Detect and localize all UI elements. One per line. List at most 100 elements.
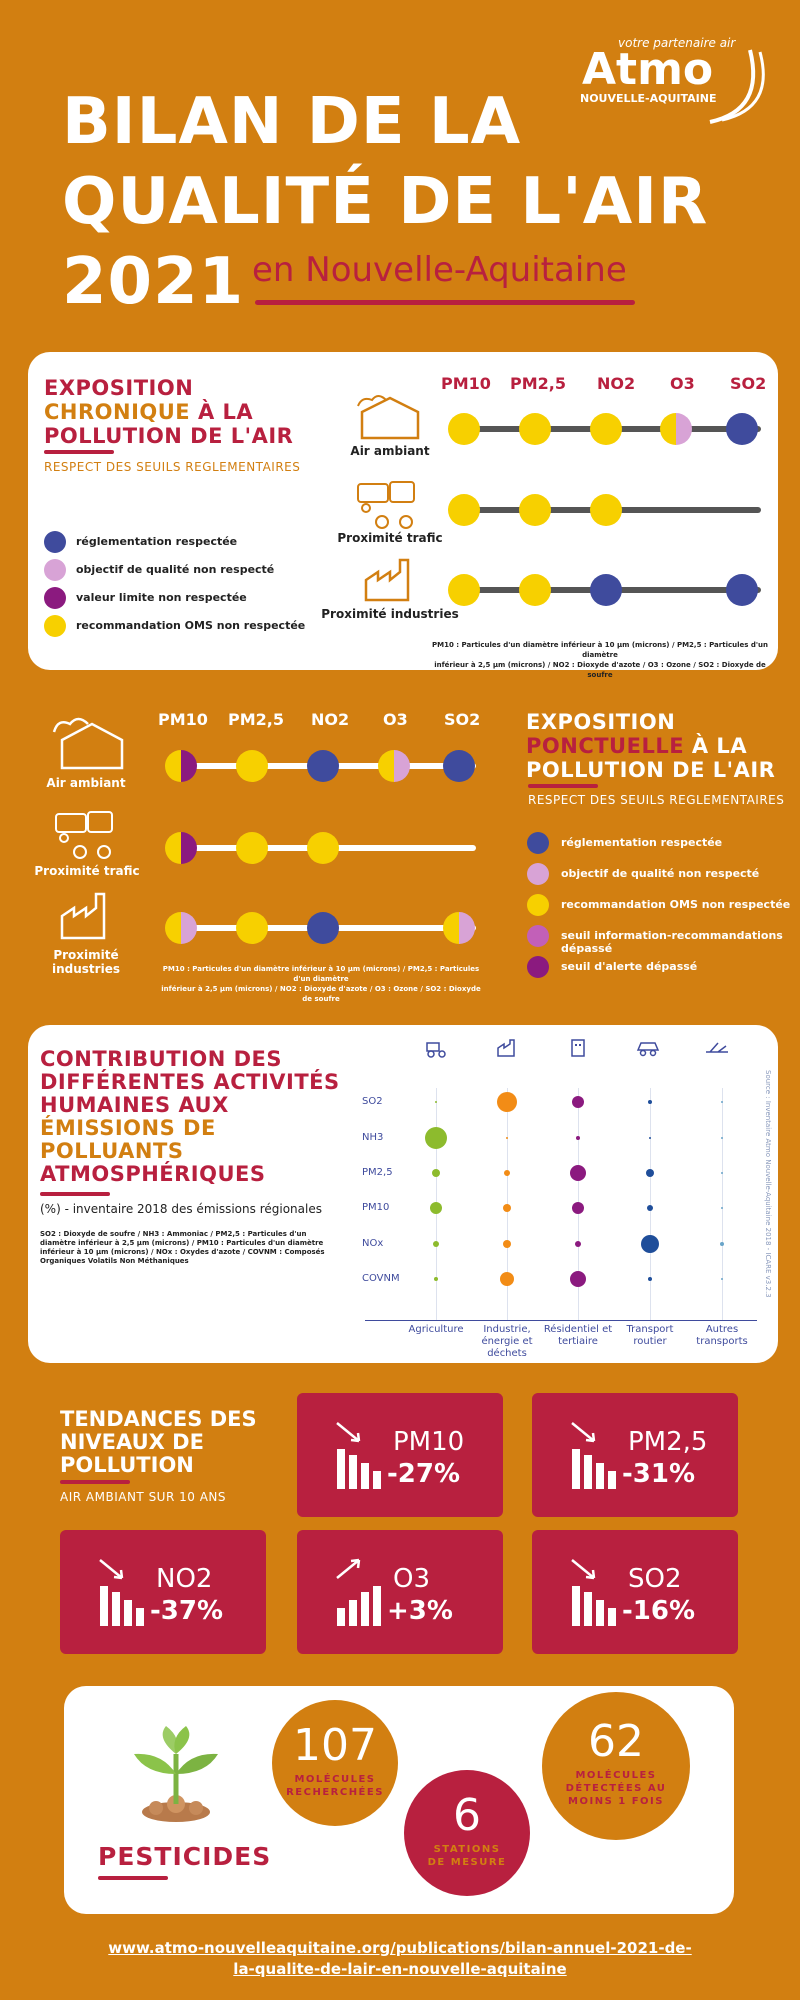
punctual-title: EXPOSITION PONCTUELLE À LA POLLUTION DE … xyxy=(526,710,776,782)
status-dot xyxy=(448,494,480,526)
row-label: NH3 xyxy=(362,1132,384,1143)
plane-icon xyxy=(706,1042,728,1053)
status-dot xyxy=(307,750,339,782)
bubble xyxy=(425,1127,447,1149)
trend-box: O3 +3% xyxy=(297,1530,503,1654)
molecules-searched-circle: 107 MOLÉCULES RECHERCHÉES xyxy=(272,1700,398,1826)
column-label: Transport routier xyxy=(626,1324,674,1347)
status-dot xyxy=(307,912,339,944)
bubble xyxy=(576,1136,580,1140)
trend-value: +3% xyxy=(387,1596,453,1626)
trend-box: NO2 -37% xyxy=(60,1530,266,1654)
row-label: Air ambiant xyxy=(46,776,126,790)
axis-line xyxy=(365,1320,757,1321)
row-label: SO2 xyxy=(362,1096,383,1107)
row-label: Proximité trafic xyxy=(337,531,443,545)
bubble xyxy=(647,1205,653,1211)
bubble xyxy=(497,1092,517,1112)
molecules-detected-circle: 62 MOLÉCULES DÉTECTÉES AU MOINS 1 FOIS xyxy=(542,1692,690,1840)
legend-swatch-oms xyxy=(527,894,549,916)
pollutant-header: SO2 xyxy=(444,710,481,729)
logo: Atmo xyxy=(582,44,714,95)
bubble xyxy=(434,1277,438,1281)
trends-subtitle: AIR AMBIANT SUR 10 ANS xyxy=(60,1490,227,1504)
bubble xyxy=(432,1169,440,1177)
row-label: Proximité trafic xyxy=(34,864,140,878)
row-label: Air ambiant xyxy=(350,444,430,458)
legend-swatch-oms xyxy=(44,615,66,637)
bubble xyxy=(721,1137,723,1139)
trend-pollutant: PM2,5 xyxy=(628,1427,708,1457)
bubble xyxy=(721,1207,723,1209)
status-dot xyxy=(448,574,480,606)
factory-icon xyxy=(60,892,106,940)
plant-icon xyxy=(134,1726,218,1822)
logo-tagline: votre partenaire air xyxy=(618,36,736,50)
pollutant-header: NO2 xyxy=(597,374,636,393)
trend-box: SO2 -16% xyxy=(532,1530,738,1654)
pollutant-header: PM10 xyxy=(158,710,208,729)
pesticides-title: PESTICIDES xyxy=(98,1842,272,1871)
status-dot xyxy=(165,912,197,944)
bubble xyxy=(572,1096,584,1108)
contribution-subtitle: (%) - inventaire 2018 des émissions régi… xyxy=(40,1202,322,1216)
trend-down-icon xyxy=(99,1559,144,1626)
status-dot xyxy=(236,750,268,782)
legend-label: valeur limite non respectée xyxy=(76,591,247,604)
report-link[interactable]: www.atmo-nouvelleaquitaine.org/publicati… xyxy=(108,1939,692,1978)
status-dot xyxy=(590,494,622,526)
bubble xyxy=(500,1272,514,1286)
status-dot xyxy=(236,912,268,944)
bubble xyxy=(575,1241,581,1247)
trend-pollutant: O3 xyxy=(393,1564,431,1594)
trend-value: -27% xyxy=(387,1459,461,1489)
house-icon xyxy=(357,395,420,440)
bubble xyxy=(721,1278,723,1280)
legend-swatch-respected xyxy=(527,832,549,854)
legend-swatch-respected xyxy=(44,531,66,553)
status-dot xyxy=(236,832,268,864)
bubble xyxy=(720,1242,724,1246)
column-label: Industrie, énergie et déchets xyxy=(481,1324,533,1359)
row-label: Proximité industries xyxy=(52,948,120,976)
chronic-footnote: PM10 : Particules d'un diamètre inférieu… xyxy=(432,641,768,679)
status-dot xyxy=(378,750,410,782)
bubble xyxy=(648,1277,652,1281)
bubble xyxy=(570,1165,586,1181)
legend-label: réglementation respectée xyxy=(76,535,238,548)
legend-label: objectif de qualité non respecté xyxy=(76,563,275,576)
legend-label: réglementation respectée xyxy=(561,836,723,849)
status-dot xyxy=(448,413,480,445)
status-dot xyxy=(443,912,475,944)
contribution-card xyxy=(28,1025,778,1363)
trend-pollutant: PM10 xyxy=(393,1427,465,1457)
logo-region: NOUVELLE-AQUITAINE xyxy=(580,92,717,105)
trend-value: -37% xyxy=(150,1596,224,1626)
contribution-footnote: SO2 : Dioxyde de soufre / NH3 : Ammoniac… xyxy=(40,1230,325,1265)
trend-pollutant: NO2 xyxy=(156,1564,213,1594)
status-dot xyxy=(165,750,197,782)
punctual-footnote: PM10 : Particules d'un diamètre inférieu… xyxy=(161,965,481,1003)
status-dot xyxy=(519,413,551,445)
chronic-title: EXPOSITION CHRONIQUE À LA POLLUTION DE L… xyxy=(44,376,294,448)
status-dot xyxy=(590,413,622,445)
trend-box: PM10 -27% xyxy=(297,1393,503,1517)
pollutant-header: PM2,5 xyxy=(228,710,284,729)
legend-swatch-quality-objective xyxy=(527,863,549,885)
row-label: COVNM xyxy=(362,1273,400,1284)
punctual-subtitle: RESPECT DES SEUILS REGLEMENTAIRES xyxy=(528,793,785,807)
punctual-title-underline xyxy=(528,784,598,788)
legend-swatch-information-threshold xyxy=(527,925,549,947)
bubble xyxy=(721,1101,723,1103)
status-dot xyxy=(726,574,758,606)
pollutant-header: PM2,5 xyxy=(510,374,566,393)
row-label: PM10 xyxy=(362,1202,390,1213)
legend-swatch-limit-value xyxy=(44,587,66,609)
bubble xyxy=(721,1172,723,1174)
building-icon xyxy=(571,1039,585,1057)
pollutant-header: NO2 xyxy=(311,710,350,729)
legend-label: recommandation OMS non respectée xyxy=(561,898,791,911)
trend-value: -16% xyxy=(622,1596,696,1626)
bubble xyxy=(648,1100,652,1104)
column-gridline xyxy=(722,1088,723,1320)
